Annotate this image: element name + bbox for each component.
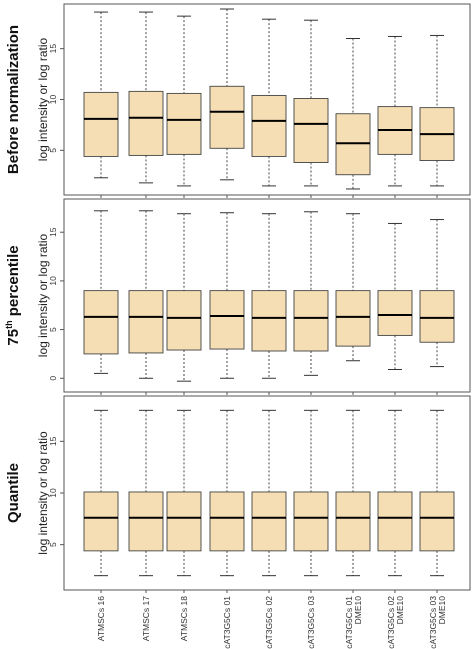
box-8	[377, 35, 413, 187]
x-category-label-line: cAT3G5Cs 03	[428, 596, 438, 649]
box-6	[293, 19, 329, 187]
panel-side-label: Quantile	[5, 463, 22, 523]
x-category-label: cAT3G5Cs 02	[264, 596, 274, 649]
y-axis-label: log intensity or log ratio	[36, 37, 50, 161]
box-7	[335, 38, 371, 190]
box-iqr	[166, 491, 202, 552]
box-iqr	[128, 90, 164, 156]
y-tick-label: 5	[48, 542, 58, 547]
box-iqr	[128, 491, 164, 552]
box-3	[166, 409, 202, 577]
y-tick-label: 10	[48, 488, 58, 498]
y-axis-label: log intensity or log ratio	[36, 233, 50, 357]
box-5	[251, 409, 287, 577]
box-6	[293, 409, 329, 577]
x-category-label: cAT3G5Cs 03	[306, 596, 316, 649]
box-9	[419, 409, 455, 577]
x-category-label-line: cAT3G5Cs 02	[386, 596, 396, 649]
box-iqr	[83, 491, 119, 552]
box-iqr	[377, 290, 413, 336]
panel-side-label: 75th percentile	[4, 245, 22, 345]
box-4	[209, 409, 245, 577]
box-iqr	[335, 491, 371, 552]
box-iqr	[251, 94, 287, 157]
x-category-label: ATMSCs 17	[141, 596, 151, 641]
box-iqr	[251, 290, 287, 352]
y-tick-label: 0	[48, 376, 58, 381]
x-category-label: cAT3G5Cs 01	[222, 596, 232, 649]
box-iqr	[209, 290, 245, 350]
box-1	[83, 11, 119, 179]
x-category-label: cAT3G5Cs 01DME10	[344, 596, 363, 649]
box-iqr	[335, 290, 371, 347]
x-category-label-line: DME10	[353, 596, 363, 625]
box-iqr	[209, 85, 245, 149]
side-label-rest: percentile	[5, 245, 22, 320]
box-4	[209, 212, 245, 379]
box-iqr	[293, 98, 329, 163]
side-label-main: 75	[5, 329, 22, 346]
box-1	[83, 409, 119, 577]
box-iqr	[377, 491, 413, 552]
x-category-label-line: DME10	[437, 596, 447, 625]
x-category-label: ATMSCs 16	[96, 596, 106, 641]
x-category-label-line: cAT3G5Cs 01	[344, 596, 354, 649]
panel-border	[63, 198, 471, 393]
box-iqr	[83, 290, 119, 355]
box-5	[251, 18, 287, 187]
box-7	[335, 213, 371, 362]
box-iqr	[166, 92, 202, 155]
x-category-label: cAT3G5Cs 03DME10	[428, 596, 447, 649]
box-iqr	[166, 290, 202, 351]
box-2	[128, 409, 164, 577]
box-3	[166, 213, 202, 382]
x-category-label: ATMSCs 18	[179, 596, 189, 641]
box-iqr	[251, 491, 287, 552]
side-label-sup: th	[4, 320, 14, 329]
y-tick-label: 5	[48, 148, 58, 153]
y-tick-label: 15	[48, 436, 58, 446]
x-category-label: cAT3G5Cs 02DME10	[386, 596, 405, 649]
box-7	[335, 409, 371, 577]
box-6	[293, 211, 329, 376]
y-tick-label: 15	[48, 227, 58, 237]
x-category-label-line: DME10	[395, 596, 405, 625]
box-iqr	[335, 113, 371, 176]
box-8	[377, 222, 413, 370]
y-tick-label: 10	[48, 95, 58, 105]
box-2	[128, 210, 164, 379]
box-iqr	[209, 491, 245, 552]
box-8	[377, 409, 413, 577]
panel-side-label: Before normalization	[5, 25, 22, 174]
y-tick-label: 15	[48, 44, 58, 54]
box-9	[419, 219, 455, 368]
box-iqr	[128, 290, 164, 354]
box-1	[83, 210, 119, 374]
y-tick-label: 10	[48, 276, 58, 286]
box-9	[419, 34, 455, 187]
box-iqr	[83, 91, 119, 157]
y-tick-label: 5	[48, 327, 58, 332]
box-2	[128, 11, 164, 184]
box-iqr	[419, 491, 455, 552]
box-iqr	[293, 290, 329, 352]
y-axis-label: log intensity or log ratio	[36, 431, 50, 555]
box-3	[166, 15, 202, 187]
box-iqr	[293, 491, 329, 552]
box-5	[251, 213, 287, 379]
box-4	[209, 8, 245, 181]
box-iqr	[419, 290, 455, 343]
